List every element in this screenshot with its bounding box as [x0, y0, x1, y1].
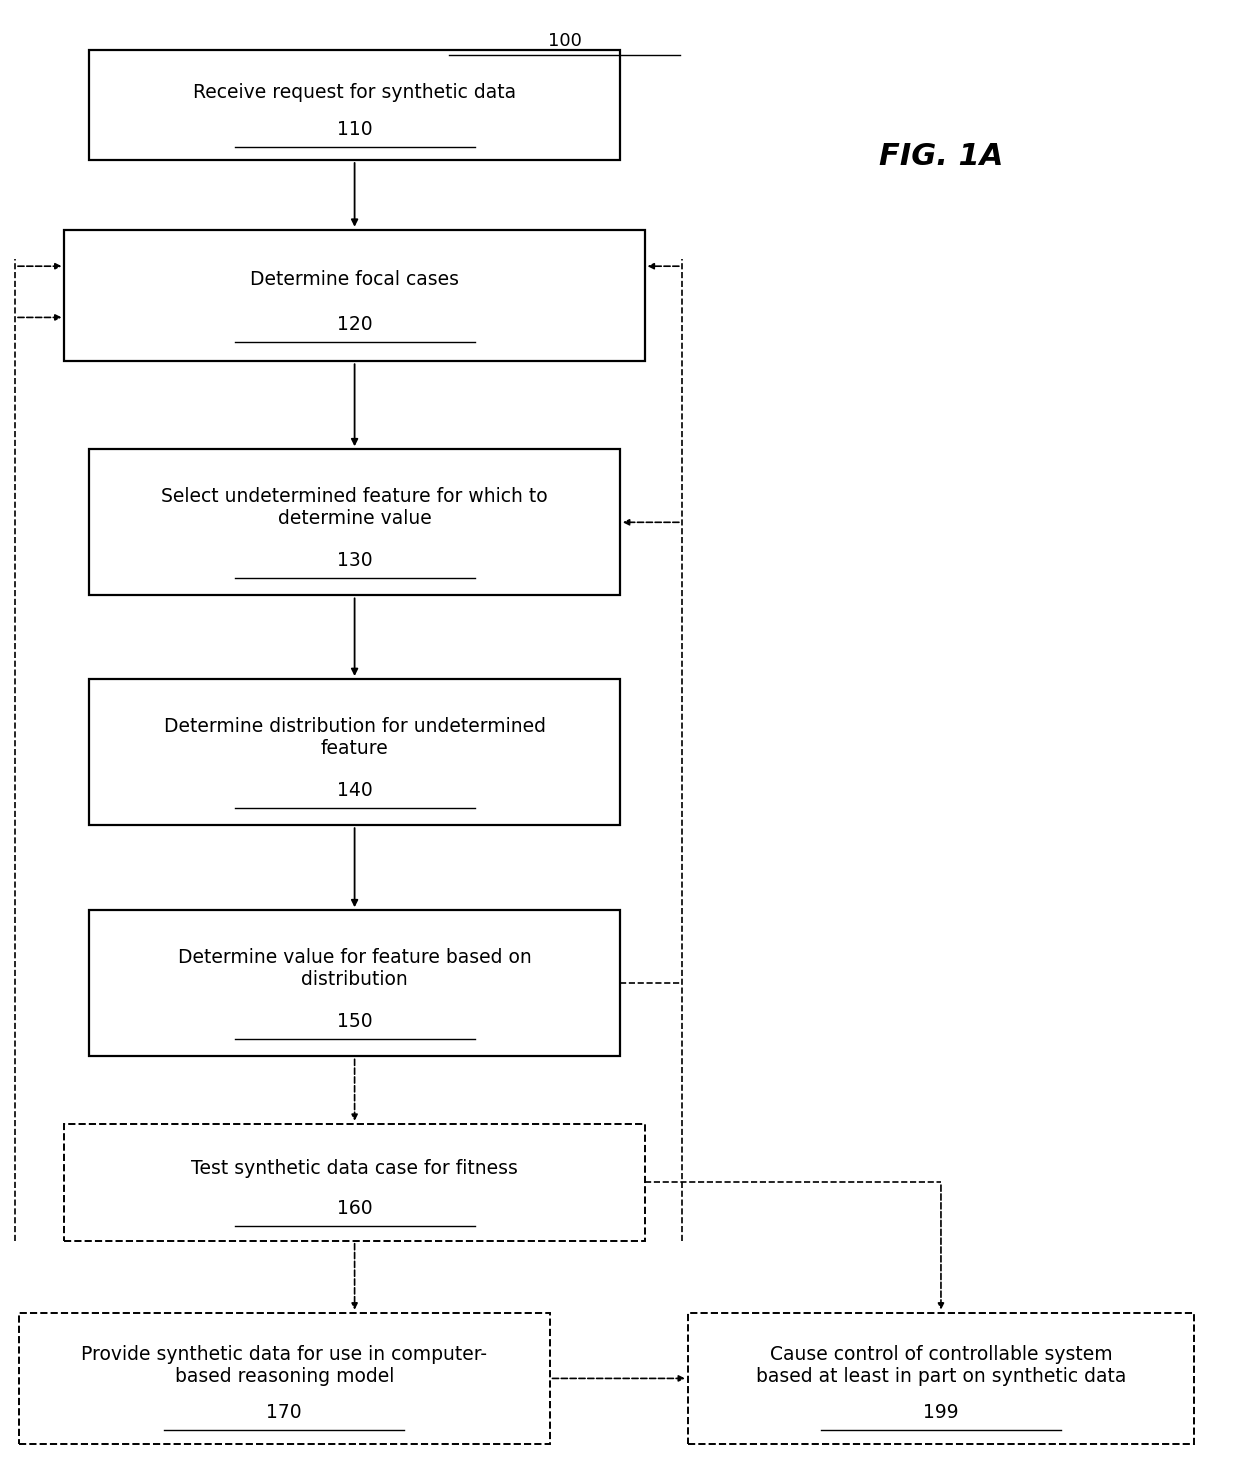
Bar — [89, 679, 620, 826]
Text: Select undetermined feature for which to
determine value: Select undetermined feature for which to… — [161, 488, 548, 529]
Bar — [19, 1313, 549, 1444]
Text: 160: 160 — [337, 1199, 372, 1218]
Text: Determine value for feature based on
distribution: Determine value for feature based on dis… — [177, 948, 532, 989]
Text: 130: 130 — [337, 551, 372, 570]
Text: Provide synthetic data for use in computer-
based reasoning model: Provide synthetic data for use in comput… — [82, 1344, 487, 1385]
Text: 170: 170 — [267, 1403, 303, 1422]
Text: 110: 110 — [337, 120, 372, 140]
Text: 199: 199 — [923, 1403, 959, 1422]
Text: Cause control of controllable system
based at least in part on synthetic data: Cause control of controllable system bas… — [755, 1344, 1126, 1385]
Text: FIG. 1A: FIG. 1A — [879, 142, 1003, 170]
Bar — [89, 50, 620, 160]
Text: Determine distribution for undetermined
feature: Determine distribution for undetermined … — [164, 717, 546, 758]
Bar — [89, 911, 620, 1056]
Bar — [89, 450, 620, 595]
Bar — [64, 1124, 645, 1241]
Bar — [64, 229, 645, 361]
Text: Test synthetic data case for fitness: Test synthetic data case for fitness — [191, 1159, 518, 1178]
Text: 120: 120 — [337, 314, 372, 333]
Text: 150: 150 — [337, 1012, 372, 1031]
Text: 100: 100 — [548, 32, 582, 50]
Bar — [688, 1313, 1194, 1444]
Text: Receive request for synthetic data: Receive request for synthetic data — [193, 82, 516, 101]
Text: Determine focal cases: Determine focal cases — [250, 270, 459, 289]
Text: 140: 140 — [337, 780, 372, 799]
